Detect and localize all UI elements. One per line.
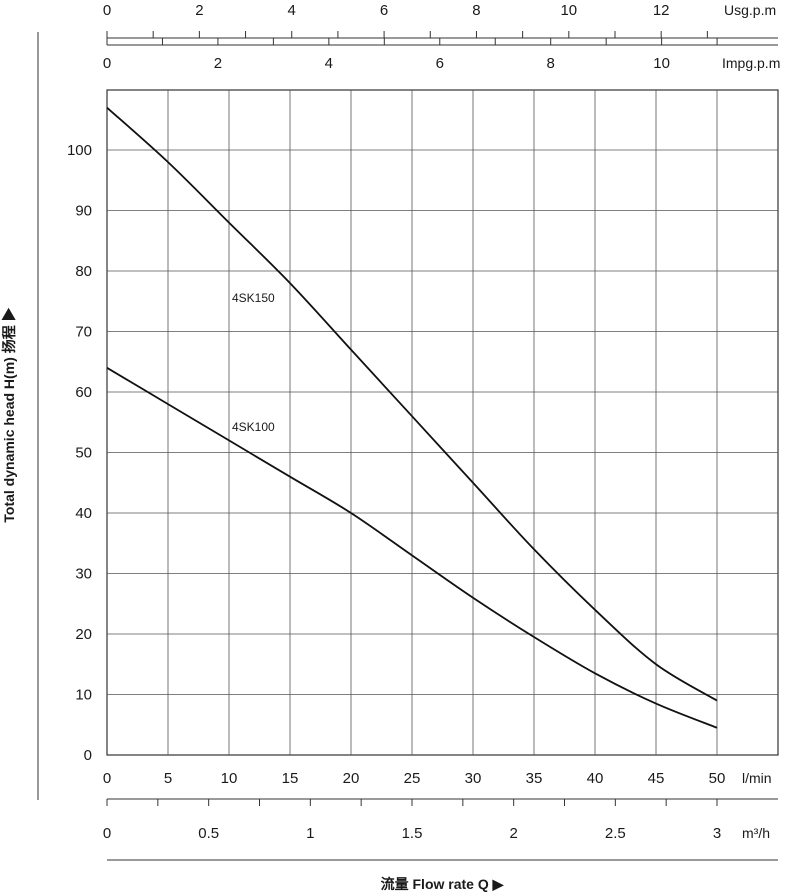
y-tick-label: 60 <box>75 384 92 401</box>
x-tick-label-impgpm: 4 <box>325 55 333 72</box>
x-tick-label-usgpm: 0 <box>103 2 111 19</box>
series-line-4sk150 <box>106 106 718 702</box>
x-tick-label-usgpm: 10 <box>560 2 577 19</box>
y-tick-label: 20 <box>75 626 92 643</box>
x-unit-impgpm: Impg.p.m <box>722 55 780 71</box>
series-lines <box>106 106 718 729</box>
x-tick-label-impgpm: 8 <box>547 55 555 72</box>
x-tick-label-lmin: 15 <box>282 770 299 787</box>
x-unit-lmin: l/min <box>742 770 772 786</box>
x-tick-label-m3h: 2 <box>509 825 517 842</box>
x-unit-usgpm: Usg.p.m <box>724 2 776 18</box>
y-tick-label: 100 <box>67 142 92 159</box>
x-tick-label-lmin: 20 <box>343 770 360 787</box>
x-tick-label-m3h: 1.5 <box>402 825 423 842</box>
plot-area <box>106 89 779 756</box>
y-tick-label: 30 <box>75 566 92 583</box>
y-tick-label: 80 <box>75 263 92 280</box>
x-tick-label-m3h: 1 <box>306 825 314 842</box>
x-tick-label-lmin: 30 <box>465 770 482 787</box>
x-tick-label-impgpm: 0 <box>103 55 111 72</box>
y-tick-label: 70 <box>75 324 92 341</box>
series-line-4sk100 <box>106 367 718 729</box>
x-unit-m3h: m³/h <box>742 825 770 841</box>
y-tick-label: 40 <box>75 505 92 522</box>
x-tick-label-impgpm: 2 <box>214 55 222 72</box>
x-tick-label-usgpm: 4 <box>288 2 296 19</box>
x-tick-label-impgpm: 10 <box>653 55 670 72</box>
y-tick-label: 90 <box>75 203 92 220</box>
labels: 4SK150 4SK100 <box>232 291 275 434</box>
series-label-4sk150: 4SK150 <box>232 291 275 305</box>
x-tick-label-m3h: 0.5 <box>198 825 219 842</box>
x-tick-label-usgpm: 12 <box>653 2 670 19</box>
plot-frame <box>106 89 779 756</box>
x-tick-label-lmin: 5 <box>164 770 172 787</box>
x-tick-label-lmin: 50 <box>709 770 726 787</box>
series-label-4sk100: 4SK100 <box>232 420 275 434</box>
x-tick-label-m3h: 0 <box>103 825 111 842</box>
x-tick-label-usgpm: 6 <box>380 2 388 19</box>
x-tick-label-usgpm: 8 <box>472 2 480 19</box>
x-tick-label-lmin: 35 <box>526 770 543 787</box>
x-tick-label-usgpm: 2 <box>195 2 203 19</box>
y-tick-label: 50 <box>75 445 92 462</box>
x-axis-title: 流量 Flow rate Q ▶ <box>381 876 505 892</box>
y-axis-title: Total dynamic head H(m) 扬程 ▶ <box>1 307 17 522</box>
y-tick-label: 10 <box>75 687 92 704</box>
x-tick-label-lmin: 25 <box>404 770 421 787</box>
x-tick-label-m3h: 3 <box>713 825 721 842</box>
x-tick-label-impgpm: 6 <box>436 55 444 72</box>
x-tick-label-lmin: 10 <box>221 770 238 787</box>
y-tick-label: 0 <box>84 747 92 764</box>
x-tick-label-m3h: 2.5 <box>605 825 626 842</box>
x-tick-label-lmin: 40 <box>587 770 604 787</box>
x-tick-label-lmin: 45 <box>648 770 665 787</box>
x-tick-label-lmin: 0 <box>103 770 111 787</box>
grid-lines <box>107 90 778 755</box>
